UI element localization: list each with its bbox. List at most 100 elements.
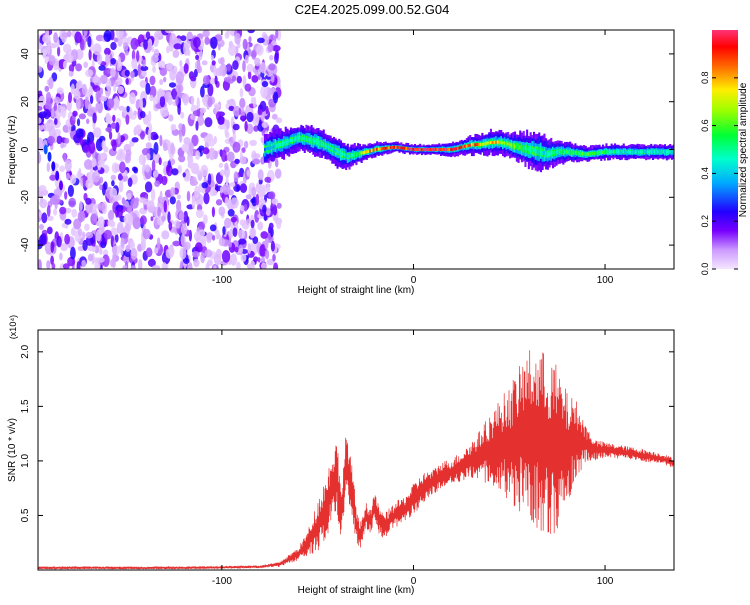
signal-cell bbox=[422, 148, 425, 151]
noise-blob bbox=[87, 131, 95, 145]
signal-cell bbox=[414, 148, 417, 151]
noise-blob bbox=[99, 74, 108, 85]
noise-blob bbox=[38, 65, 43, 73]
noise-blob bbox=[199, 107, 207, 114]
noise-blob bbox=[175, 71, 184, 84]
noise-blob bbox=[207, 138, 216, 147]
noise-blob bbox=[68, 92, 72, 104]
noise-blob bbox=[180, 111, 185, 119]
noise-blob bbox=[198, 221, 206, 231]
signal-cell bbox=[453, 147, 456, 151]
signal-cell bbox=[303, 137, 306, 141]
noise-blob bbox=[213, 265, 217, 269]
signal-cell bbox=[648, 150, 651, 154]
noise-blob bbox=[178, 154, 186, 163]
noise-blob bbox=[85, 202, 93, 214]
signal-cell bbox=[298, 136, 301, 139]
noise-blob bbox=[99, 184, 103, 191]
signal-cell bbox=[570, 150, 573, 154]
signal-cell bbox=[593, 152, 596, 155]
noise-blob bbox=[262, 204, 267, 214]
signal-cell bbox=[627, 150, 630, 154]
noise-blob bbox=[215, 199, 223, 206]
noise-blob bbox=[117, 56, 121, 68]
noise-blob bbox=[226, 30, 230, 37]
signal-cell bbox=[652, 150, 655, 154]
noise-blob bbox=[232, 141, 241, 153]
noise-blob bbox=[81, 259, 87, 268]
signal-cell bbox=[655, 150, 658, 154]
signal-cell bbox=[269, 146, 272, 150]
noise-blob bbox=[257, 37, 265, 44]
signal-cell bbox=[670, 150, 673, 154]
signal-cell bbox=[353, 153, 356, 157]
x-tick-label: -100 bbox=[212, 275, 232, 286]
noise-blob bbox=[143, 39, 148, 50]
signal-cell bbox=[584, 152, 587, 156]
signal-cell bbox=[426, 148, 429, 152]
noise-blob bbox=[94, 261, 101, 269]
noise-blob bbox=[251, 186, 257, 197]
signal-cell bbox=[267, 146, 270, 151]
signal-cell bbox=[608, 150, 611, 154]
signal-cell bbox=[631, 150, 634, 154]
noise-blob bbox=[115, 155, 121, 161]
noise-blob bbox=[92, 171, 100, 183]
noise-blob bbox=[236, 261, 241, 269]
noise-blob bbox=[41, 212, 48, 224]
noise-blob bbox=[261, 81, 269, 88]
signal-cell bbox=[305, 137, 308, 141]
noise-blob bbox=[245, 194, 252, 200]
signal-cell bbox=[562, 150, 565, 154]
noise-blob bbox=[166, 62, 173, 70]
signal-cell bbox=[464, 144, 467, 148]
noise-blob bbox=[229, 182, 236, 188]
signal-cell bbox=[310, 139, 313, 143]
snr-axes: -100 0 100 0.5 1.0 1.5 2.0 bbox=[20, 330, 674, 587]
signal-cell bbox=[469, 143, 472, 147]
signal-cell bbox=[333, 148, 336, 152]
signal-cell bbox=[517, 145, 520, 149]
noise-blob bbox=[88, 49, 92, 61]
noise-blob bbox=[211, 60, 216, 66]
noise-blob bbox=[152, 65, 156, 73]
noise-blob bbox=[276, 202, 282, 209]
signal-cell bbox=[307, 138, 310, 142]
signal-cell bbox=[345, 154, 348, 158]
noise-blob bbox=[47, 42, 51, 55]
noise-blob bbox=[246, 111, 254, 123]
noise-blob bbox=[139, 98, 144, 110]
signal-cell bbox=[465, 144, 468, 148]
noise-blob bbox=[224, 162, 229, 171]
noise-blob bbox=[225, 176, 229, 187]
signal-cell bbox=[646, 150, 649, 154]
signal-cell bbox=[503, 141, 506, 145]
noise-blob bbox=[158, 157, 162, 166]
noise-blob bbox=[233, 171, 239, 183]
noise-blob bbox=[136, 50, 140, 62]
noise-blob bbox=[200, 252, 205, 264]
noise-blob bbox=[232, 123, 240, 131]
noise-blob bbox=[254, 209, 260, 223]
noise-blob bbox=[126, 105, 130, 113]
noise-blob bbox=[64, 218, 72, 225]
noise-blob bbox=[195, 120, 199, 131]
signal-cell bbox=[429, 148, 432, 152]
noise-blob bbox=[94, 245, 100, 254]
signal-cell bbox=[383, 146, 386, 150]
signal-cell bbox=[507, 142, 510, 146]
signal-cell bbox=[312, 139, 315, 143]
noise-blob bbox=[63, 43, 72, 54]
noise-blob bbox=[218, 162, 224, 168]
noise-blob bbox=[48, 55, 56, 66]
noise-blob bbox=[141, 70, 148, 77]
noise-blob bbox=[228, 44, 237, 56]
noise-blob bbox=[171, 124, 177, 131]
noise-blob bbox=[274, 168, 282, 179]
signal-cell bbox=[370, 148, 373, 152]
noise-blob bbox=[196, 199, 201, 206]
signal-cell bbox=[364, 150, 367, 154]
noise-blob bbox=[232, 227, 238, 237]
noise-blob bbox=[48, 125, 56, 138]
